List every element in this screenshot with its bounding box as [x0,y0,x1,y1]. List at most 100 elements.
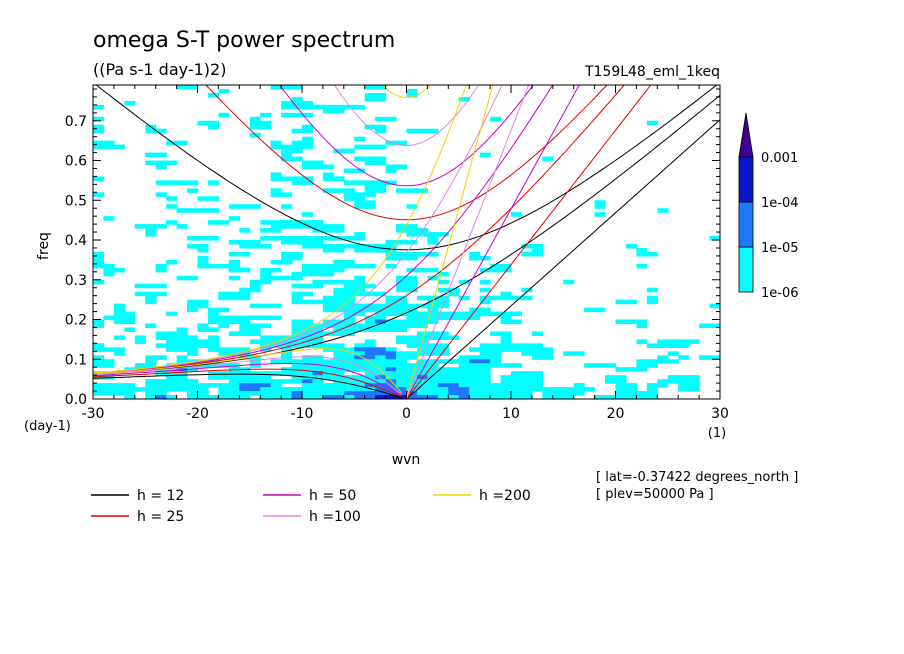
heat-cell [573,383,585,388]
heat-cell [218,88,230,94]
heat-cell [187,347,199,352]
heat-cell [302,243,314,249]
heat-cell [396,339,408,344]
heat-cell [124,383,136,388]
heat-cell [375,371,387,376]
heat-cell [364,144,376,150]
heat-cell [145,299,157,305]
heat-cell [166,196,178,201]
heat-cell [469,391,481,396]
heat-cell [291,387,303,392]
heat-cell [427,267,439,273]
heat-cell [249,279,261,285]
heat-cell [312,271,324,277]
heat-cell [302,263,314,269]
heat-cell [302,236,314,241]
heat-cell [396,363,408,368]
heat-cell [615,319,627,325]
heat-cell [354,243,366,249]
heat-cell [385,371,397,376]
heat-cell [500,263,512,269]
heat-cell [437,379,449,384]
heat-cell [406,275,418,281]
heat-cell [458,355,470,360]
gravity-curve [95,85,718,251]
heat-cell [322,343,334,348]
heat-cell [207,371,219,376]
heat-cell [416,391,428,396]
heat-cell [437,383,449,388]
heat-cell [103,363,115,368]
y-tick-label: 0.5 [65,193,87,209]
heat-cell [145,232,157,237]
heat-cell [490,355,502,360]
heat-cell [615,383,627,388]
heat-cell [354,144,366,150]
heat-cell [260,112,272,118]
heat-cell [364,315,376,321]
heat-cell [333,395,345,399]
heat-cell [166,335,178,340]
heat-cell [322,323,334,329]
heat-cell [291,391,303,396]
rossby-curve [93,368,402,398]
x-tick-label: 30 [711,406,729,422]
heat-cell [103,347,115,352]
heat-cell [385,311,397,317]
heat-cell [406,355,418,360]
heat-cell [396,371,408,376]
heat-cell [364,387,376,392]
heat-cell [103,383,115,388]
heat-cell [469,383,481,388]
heat-cell [281,100,293,106]
heat-cell [354,104,366,110]
heat-cell [427,251,439,257]
heat-cell [437,371,449,376]
heat-cell [364,323,376,329]
x-axis-ticks: -30 -20 -10 0 10 20 30 [82,85,729,422]
heat-cell [187,391,199,396]
heat-cell [322,363,334,368]
heat-cell [302,267,314,273]
heat-cell [511,391,523,396]
heat-cell [343,283,355,289]
heat-cell [354,232,366,237]
heat-cell [333,188,345,193]
heat-cell [416,335,428,340]
heat-cell [197,247,209,253]
heat-cell [239,387,251,392]
heat-cell [302,343,314,348]
heat-cell [187,339,199,344]
heat-cell [218,295,230,301]
heat-cell [396,295,408,301]
heat-cell [228,347,240,352]
heat-cell [197,196,209,201]
heat-cell [542,395,554,399]
heat-cell [312,371,324,376]
heat-cell [542,347,554,352]
heat-cell [531,383,543,388]
heat-cell [343,196,355,201]
heat-cell [281,220,293,225]
colorbar-label: 0.001 [761,151,798,166]
heat-cell [479,387,491,392]
heat-cell [291,96,303,102]
heat-cell [176,355,188,360]
heat-cell [657,339,669,344]
heat-cell [260,315,272,321]
y-tick-label: 0.4 [65,233,87,249]
heat-cell [364,180,376,185]
heat-cell [500,315,512,321]
heat-cell [448,395,460,399]
heat-cell [542,387,554,392]
heat-cell [260,275,272,281]
heat-cell [406,283,418,289]
heat-cell [197,263,209,269]
heat-cell [93,383,105,388]
heat-cell [531,243,543,249]
heat-cell [479,375,491,380]
heat-cell [500,395,512,399]
heat-cell [646,363,658,368]
heat-cell [458,387,470,392]
heat-cell [511,387,523,392]
